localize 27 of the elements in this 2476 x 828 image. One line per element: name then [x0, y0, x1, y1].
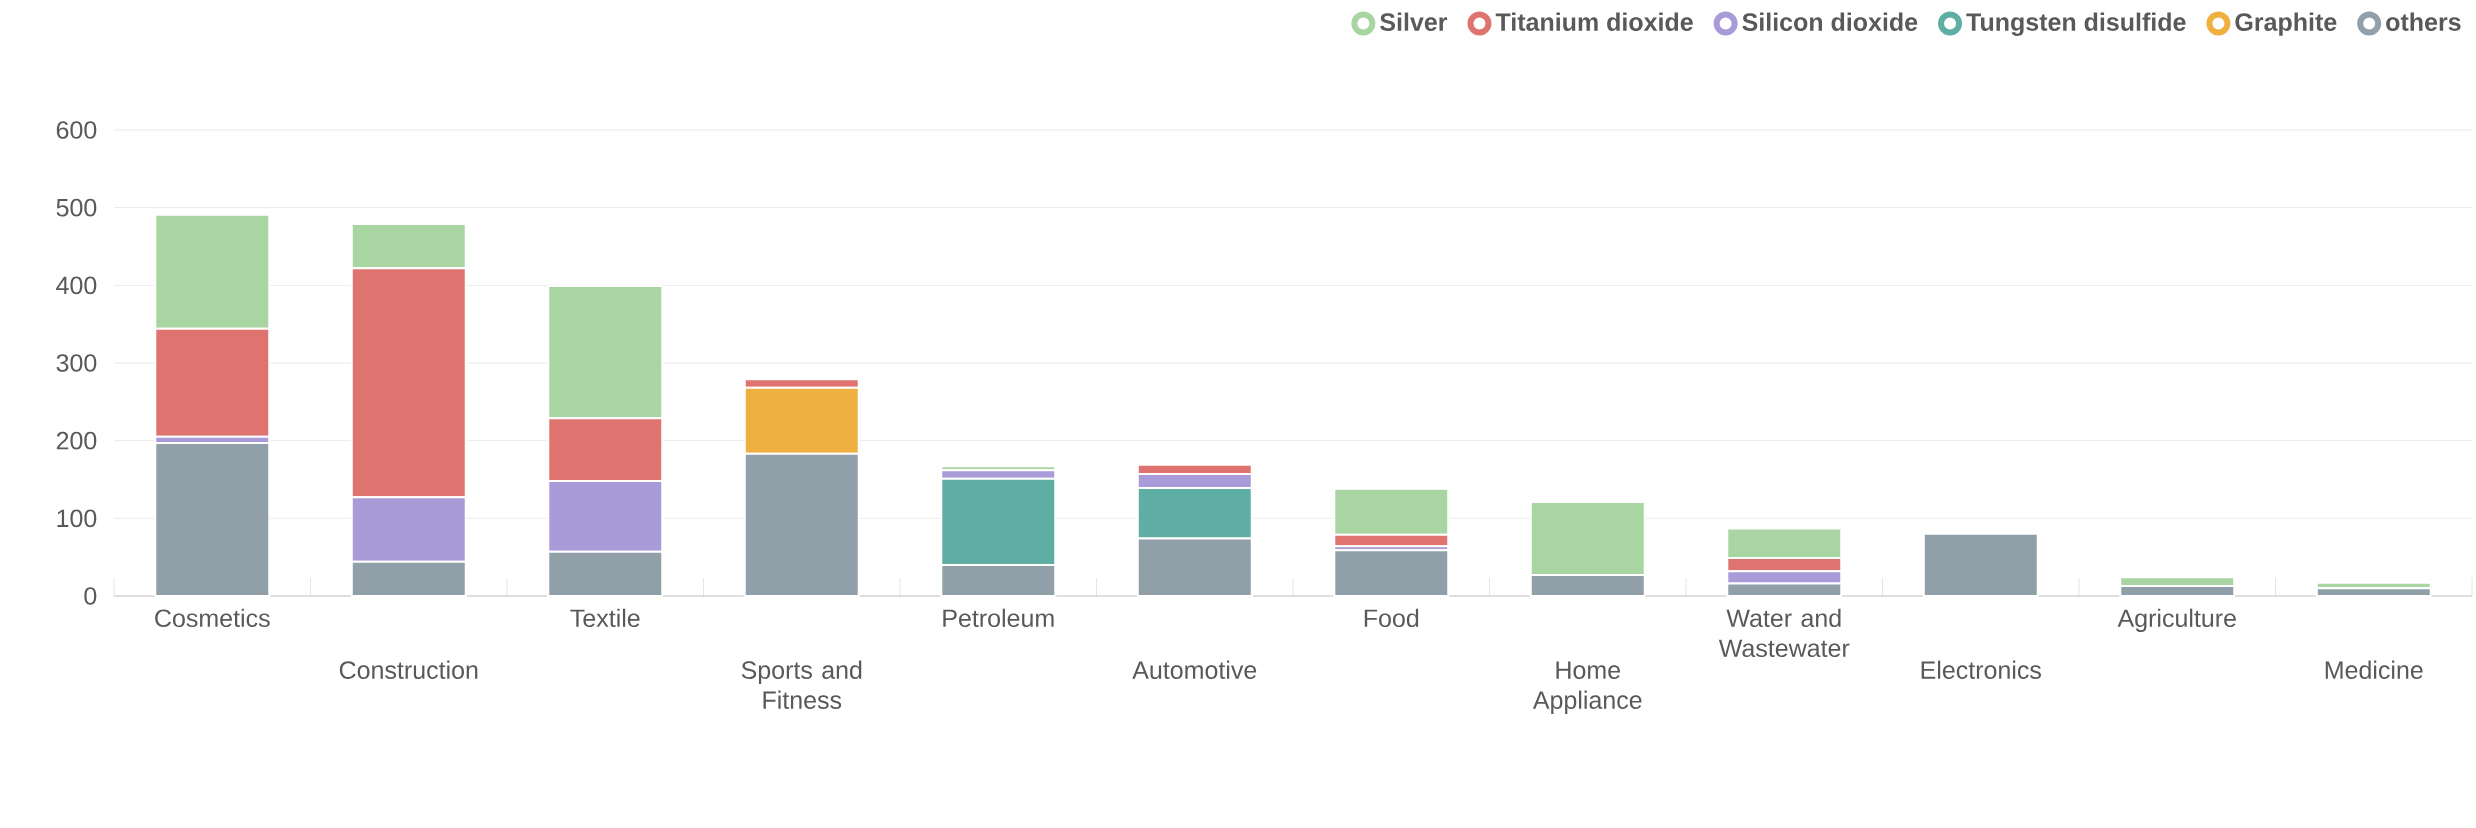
- x-tick-label: Home Appliance: [1532, 661, 1642, 714]
- legend-label: Titanium dioxide: [1495, 12, 1693, 31]
- x-tick-label: Electronics: [1921, 660, 2041, 679]
- y-tick-label: 200: [56, 431, 97, 450]
- x-tick-label: Water and Wastewater: [1718, 608, 1850, 658]
- legend-label: others: [2386, 12, 2461, 31]
- x-tick-label: Construction: [339, 660, 478, 679]
- y-tick-label: 100: [57, 509, 97, 528]
- legend-label: Silicon dioxide: [1742, 12, 1918, 31]
- y-tick-label: 600: [56, 121, 97, 139]
- bar: [1333, 549, 1450, 597]
- legend-label: Tungsten disulfide: [1966, 12, 2186, 36]
- y-tick-label: 500: [56, 198, 97, 217]
- y-tick-label: 300: [56, 354, 97, 372]
- x-tick-label: Agriculture: [2117, 608, 2236, 633]
- x-tick-label: Textile: [570, 608, 640, 628]
- x-tick-label: Automotive: [1132, 660, 1257, 679]
- legend-label: Silver: [1380, 12, 1448, 31]
- x-tick-label: Petroleum: [943, 608, 1054, 628]
- x-tick-label: Medicine: [2325, 660, 2423, 679]
- x-tick-label: Sports and Fitness: [741, 660, 862, 709]
- x-tick-label: Food: [1364, 608, 1419, 628]
- legend-label: Graphite: [2235, 12, 2337, 36]
- y-tick-label: 0: [84, 587, 97, 605]
- y-tick-label: 400: [56, 276, 97, 295]
- x-tick-label: Cosmetics: [155, 608, 270, 628]
- bar: [1922, 532, 2039, 597]
